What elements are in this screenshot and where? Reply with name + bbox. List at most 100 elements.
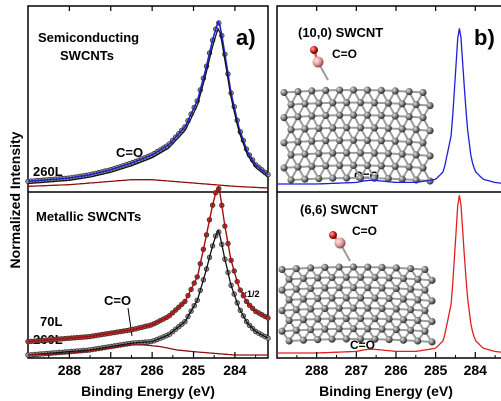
y-axis-label: Normalized Intensity — [7, 131, 23, 268]
cnt66-carbon-atom — [328, 315, 336, 323]
cnt66-carbon-atom — [407, 326, 415, 334]
cnt100-carbon-atom — [336, 161, 344, 170]
cnt66-carbon-atom — [399, 274, 407, 283]
cnt66-carbon-atom — [428, 338, 436, 346]
cnt66-carbon-atom — [385, 336, 393, 344]
cnt66-carbon-atom — [335, 263, 343, 271]
cnt100-atoms — [280, 86, 434, 185]
x-tick-label: 285 — [182, 362, 206, 378]
cnt66-carbon-atom — [414, 296, 422, 304]
cnt100-carbon-atom — [370, 149, 378, 157]
cnt66-carbon-atom — [421, 307, 429, 315]
cnt66-carbon-atom — [299, 336, 307, 344]
cnt66-carbon-atom — [342, 335, 350, 343]
fit-260L — [27, 229, 269, 356]
cnt100-carbon-atom — [322, 111, 330, 120]
cnt100-carbon-atom — [426, 127, 434, 135]
cnt66-carbon-atom — [349, 325, 357, 333]
cnt66-carbon-atom — [385, 274, 393, 282]
cnt66-carbon-atom — [307, 305, 315, 313]
cnt66-carbon-atom — [364, 325, 372, 333]
cnt100-carbon-atom — [391, 112, 399, 120]
cnt66-carbon-atom — [292, 306, 300, 314]
cnt66-carbon-atom — [392, 264, 400, 272]
cnt100-carbon-atom — [363, 86, 371, 94]
cnt66-oxygen-atom — [329, 231, 337, 239]
x-tick-label: 285 — [424, 362, 448, 378]
cnt100-carbon-atom — [343, 174, 351, 182]
cnt66-carbon-atom — [407, 265, 415, 273]
cnt66-carbon-atom — [357, 294, 365, 302]
spectrum-6-6 — [277, 195, 501, 354]
semiconducting-title-line-2: SWCNTs — [60, 48, 114, 63]
cnt100-carbon-atom — [426, 177, 434, 185]
cnt66-carbon-atom — [378, 325, 386, 333]
cnt66-carbon-atom — [314, 315, 322, 323]
cnt100-carbon-atom — [322, 86, 330, 94]
cnt66-carbon-atom — [357, 273, 365, 281]
panel-b-frame — [276, 5, 501, 359]
cnt66-carbon-atom — [321, 304, 329, 313]
cnt100-carbon-atom — [419, 164, 427, 172]
cnt100-carbon-atom — [391, 87, 399, 95]
cnt100-carbon-atom — [315, 99, 323, 107]
cnt100-carbon-atom — [294, 88, 302, 96]
cnt100-carbon-atom — [356, 99, 365, 107]
cnt66-carbon-atom — [285, 337, 293, 345]
x-tick-label: 288 — [305, 362, 329, 378]
cnt100-carbon-atom — [301, 150, 309, 158]
cnt66-carbon-atom — [371, 294, 379, 302]
cnt66-carbon-atom — [364, 263, 372, 271]
cnt100-carbon-atom — [349, 161, 358, 169]
metallic-plot — [25, 185, 271, 358]
cnt100-carbon-atom — [356, 174, 365, 182]
cnt100-carbon-atom — [308, 87, 316, 95]
metallic-co-label: C=O — [104, 293, 131, 308]
cnt66-carbon-atom — [278, 265, 286, 274]
cnt100-carbon-atom — [336, 86, 344, 94]
cnt66-carbon-atom — [278, 327, 286, 335]
cnt100-carbon-atom — [280, 88, 288, 97]
cnt100-carbon-atom — [294, 138, 302, 146]
panel-b-x-ticks: 288 287 286 285 284 — [296, 6, 496, 378]
cnt66-carbon-atom — [292, 326, 300, 334]
cnt66-co-carbon-atom — [334, 237, 346, 249]
cnt100-carbon-atom — [377, 162, 385, 170]
cnt100-carbon-atom — [356, 124, 365, 132]
cnt100-carbon-atom — [343, 99, 351, 107]
cnt66-carbon-atom — [285, 316, 293, 325]
cnt100-carbon-atom — [412, 151, 420, 159]
cnt100-carbon-atom — [377, 86, 385, 94]
cnt66-carbon-atom — [314, 336, 322, 344]
cnt66-carbon-atom — [414, 337, 422, 345]
cnt100-carbon-atom — [384, 149, 392, 158]
cnt100-carbon-atom — [329, 174, 337, 182]
cnt66-carbon-atom — [314, 294, 322, 303]
cnt66-carbon-atom — [321, 325, 329, 333]
fit-envelope — [27, 20, 269, 183]
cnt100-carbon-atom — [384, 175, 392, 183]
cnt66-co-label: C=O — [350, 338, 375, 352]
cnt100-carbon-atom — [391, 162, 399, 170]
cnt66-carbon-atom — [421, 265, 429, 274]
cnt100-carbon-atom — [398, 175, 406, 183]
cnt100-carbon-atom — [329, 99, 337, 107]
cnt66-carbon-atom — [342, 273, 350, 281]
cnt100-carbon-atom — [419, 139, 427, 147]
cnt100-carbon-atom — [280, 139, 288, 147]
cnt100-carbon-atom — [398, 125, 406, 133]
cnt100-carbon-atom — [419, 88, 427, 97]
cnt100-molecule-label: C=O — [332, 47, 357, 61]
cnt66-carbon-atom — [407, 285, 415, 293]
cnt100-co-carbon-atom — [312, 56, 324, 68]
cnt66-carbon-atom — [321, 284, 329, 292]
cnt100-carbon-atom — [280, 164, 288, 172]
cnt66-carbon-atom — [399, 295, 407, 303]
cnt100-carbon-atom — [405, 163, 413, 171]
cnt66-carbon-atom — [371, 273, 379, 282]
cnt100-carbon-atom — [384, 124, 392, 132]
cnt66-carbon-atom — [299, 295, 307, 303]
fit-70L — [27, 185, 269, 343]
cnt100-carbon-atom — [405, 113, 413, 121]
cnt66-carbon-atom — [414, 275, 422, 283]
